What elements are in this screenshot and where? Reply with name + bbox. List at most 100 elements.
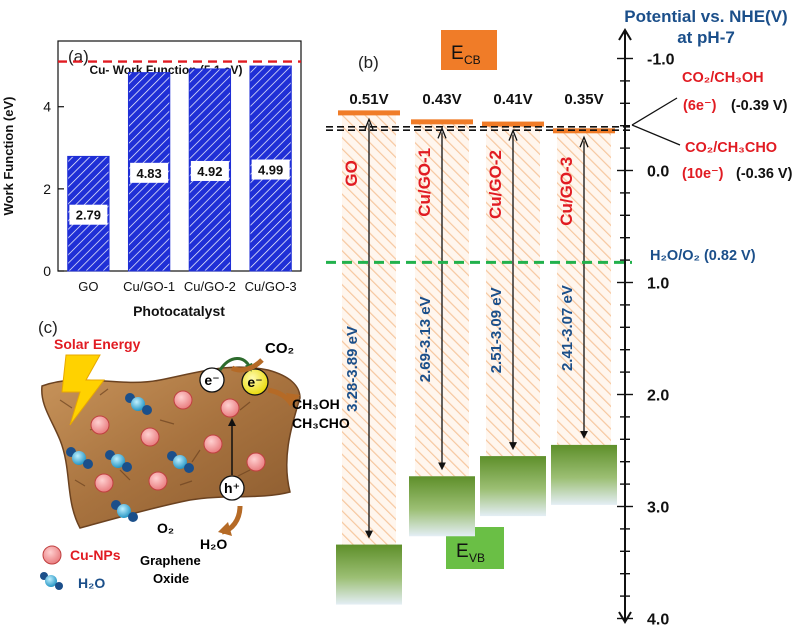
potential-axis-tick-label: 1.0 [647, 276, 669, 293]
bar-value-label: 2.79 [76, 208, 101, 223]
electron-transferred-label: e⁻ [247, 374, 262, 390]
legend-water-label: H₂O [78, 575, 105, 591]
schematic-legend: Cu-NPs H₂O [40, 545, 121, 591]
electron-transferred [241, 368, 269, 396]
valence-band-block [551, 444, 617, 505]
panel-a-x-tick-label: GO [78, 279, 98, 294]
sample-label: Cu/GO-1 [415, 148, 434, 217]
co2-methanol-annotation: CO₂/CH₃OH (6e⁻) (-0.39 V) [682, 70, 788, 114]
water-oxidation-label: H₂O/O₂ (0.82 V) [650, 248, 756, 264]
oxide-label: Oxide [153, 571, 189, 586]
co2-methanol-potential: (-0.39 V) [731, 98, 788, 114]
panel-c-schematic: (c) Solar Energy e⁻ e⁻ [38, 318, 350, 591]
band-gap-arrow-top [579, 135, 589, 148]
cu-np [90, 415, 110, 435]
water-molecule [66, 447, 93, 469]
electron-excited [199, 367, 225, 393]
co2-methanol-electrons: (6e⁻) [683, 98, 717, 114]
h2o-product-label: H₂O [200, 536, 227, 552]
bar-value-box [69, 204, 108, 225]
sample-label: GO [342, 160, 361, 186]
band-gap-label: 2.51-3.09 eV [488, 287, 505, 373]
band-gap-label: 2.41-3.07 eV [559, 285, 576, 371]
cu-np [173, 390, 193, 410]
bar-value-box [251, 159, 290, 180]
water-molecule [111, 500, 138, 522]
hole-label: h⁺ [224, 480, 240, 496]
sample-label: Cu/GO-3 [557, 157, 576, 226]
panel-a-y-axis-label: Work Function (eV) [1, 97, 16, 216]
panel-a-x-tick-label: Cu/GO-1 [123, 279, 175, 294]
bar-value-box [130, 162, 169, 183]
water-molecule [125, 393, 152, 415]
cu-np [246, 452, 266, 472]
cb-potential-label: 0.51V [349, 91, 388, 108]
band-column: 0.35V Cu/GO-3 2.41-3.07 eV [551, 91, 617, 505]
acetaldehyde-label: CH₃CHO [292, 415, 350, 431]
water-molecules [66, 393, 194, 522]
potential-axis-tick-label: -1.0 [647, 52, 675, 69]
co2-methanol-product: CO₂/CH₃OH [682, 70, 764, 86]
sample-label: Cu/GO-2 [486, 150, 505, 219]
co2-acetaldehyde-potential: (-0.36 V) [736, 166, 793, 182]
panel-a-x-tick-label: Cu/GO-2 [184, 279, 236, 294]
cu-np [140, 427, 160, 447]
panel-a-x-axis-label: Photocatalyst [133, 303, 225, 319]
co2-acetaldehyde-product: CO₂/CH₃CHO [685, 140, 777, 156]
cu-np [148, 471, 168, 491]
cb-potential-label: 0.43V [422, 91, 461, 108]
water-molecule [105, 450, 132, 472]
water-molecule [167, 451, 194, 473]
o2-label: O₂ [157, 520, 174, 536]
band-column: 0.43V Cu/GO-1 2.69-3.13 eV [409, 91, 475, 537]
panel-b-band-diagram: (b) E CB E VB 0.51V GO 3.28-3.89 eV 0.43V Cu… [326, 7, 793, 629]
methanol-label: CH₃OH [292, 396, 340, 412]
ecb-badge-subscript: CB [464, 53, 481, 67]
potential-axis-arrow-bottom [618, 611, 632, 624]
co2-acetaldehyde-leader-line [631, 124, 681, 146]
graphene-label: Graphene [140, 553, 201, 568]
cb-potential-label: 0.41V [493, 91, 532, 108]
bar-value-label: 4.83 [136, 166, 161, 181]
co2-arrow [230, 358, 264, 373]
panel-a-x-tick-label: Cu/GO-3 [245, 279, 297, 294]
potential-axis-tick-label: 3.0 [647, 500, 669, 517]
panel-a-y-tick-label: 0 [43, 263, 51, 279]
conduction-band-edge [411, 119, 473, 125]
product-arrow [267, 387, 295, 407]
panel-a-y-tick-label: 4 [43, 99, 51, 115]
product-arrow-head [286, 393, 300, 405]
cb-potential-label: 0.35V [564, 91, 603, 108]
band-gap-arrow-top [437, 126, 447, 139]
bar-value-label: 4.99 [258, 163, 283, 178]
conduction-band-edge [482, 121, 544, 127]
potential-axis-subtitle: at pH-7 [677, 28, 735, 47]
conduction-band-edge [338, 110, 400, 116]
cu-np [220, 398, 240, 418]
legend-cu-label: Cu-NPs [70, 547, 121, 563]
band-gap-label: 2.69-3.13 eV [417, 296, 434, 382]
cu-nanoparticles [90, 390, 266, 493]
solar-energy-label: Solar Energy [54, 336, 141, 352]
panel-b-label: (b) [358, 53, 379, 72]
cu-np [203, 434, 223, 454]
lightning-bolt-icon [61, 354, 106, 426]
co2-acetaldehyde-electrons: (10e⁻) [682, 166, 724, 182]
hole [219, 475, 245, 501]
band-gap-label: 3.28-3.89 eV [344, 326, 361, 412]
valence-band-block [480, 456, 546, 517]
electron-excited-label: e⁻ [204, 372, 219, 388]
potential-axis-tick-label: 2.0 [647, 388, 669, 405]
ecb-badge-e: E [451, 43, 464, 64]
legend-water-swatch [40, 572, 63, 590]
potential-axis-title: Potential vs. NHE(V) [624, 7, 787, 26]
panel-a-work-function-chart: (a) Cu- Work Function (5.1 eV) 2.79GO4.8… [1, 40, 302, 319]
bar-value-label: 4.92 [197, 164, 222, 179]
potential-axis-arrow-top [618, 28, 632, 41]
bar-value-box [190, 160, 229, 181]
electron-transfer-arrow [218, 357, 253, 372]
potential-axis-tick-label: 4.0 [647, 612, 669, 629]
evb-badge-subscript: VB [469, 551, 485, 565]
band-column: 0.41V Cu/GO-2 2.51-3.09 eV [480, 91, 546, 517]
